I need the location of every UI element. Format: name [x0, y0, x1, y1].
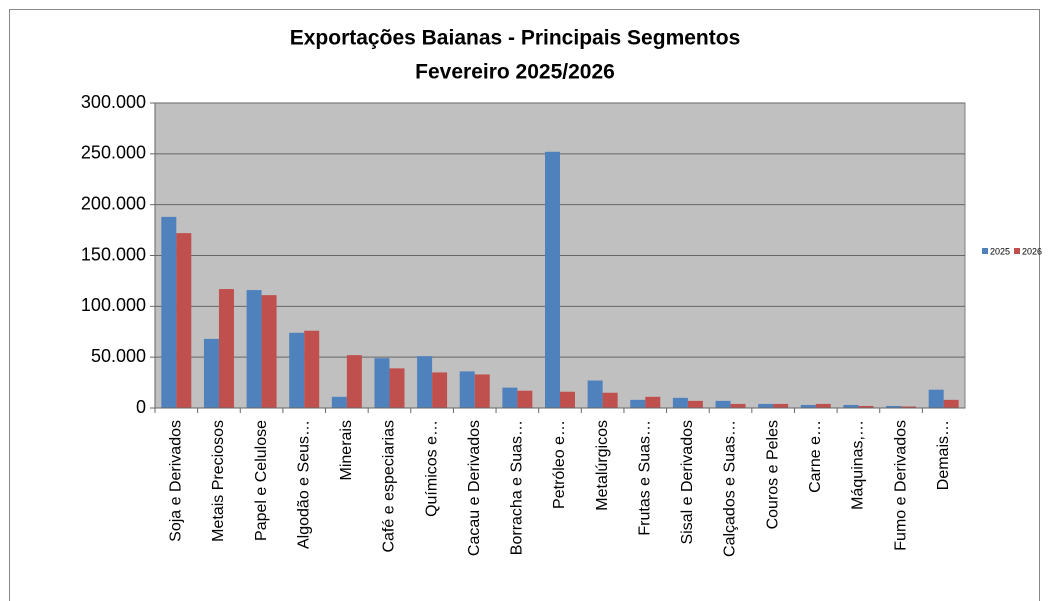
bar [858, 405, 874, 408]
x-tick-label: Fumo e Derivados [892, 420, 909, 551]
x-tick-label: Frutas e Suas… [636, 420, 653, 536]
x-tick-label: Café e especiarias [381, 420, 398, 553]
bar [545, 151, 560, 409]
y-tick-label: 250.000 [81, 143, 146, 163]
bar [687, 400, 703, 408]
bar [886, 405, 902, 408]
bar [346, 355, 362, 408]
x-tick-label: Couros e Peles [764, 420, 781, 529]
bar [502, 387, 518, 408]
x-tick-label: Petróleo e… [551, 420, 568, 509]
bar [261, 295, 277, 408]
bar [800, 404, 816, 408]
x-tick-label: Calçados e Suas… [722, 420, 739, 557]
x-tick-label: Sisal e Derivados [679, 420, 696, 545]
bar [459, 371, 475, 408]
x-tick-label: Soja e Derivados [168, 420, 185, 542]
bar [645, 396, 661, 408]
y-tick-label: 0 [136, 397, 146, 417]
bar [203, 338, 219, 408]
bar [928, 389, 944, 408]
x-tick-label: Máquinas,… [850, 420, 867, 510]
bar [602, 392, 618, 408]
bar [218, 289, 234, 408]
bar [432, 372, 448, 408]
y-tick-label: 300.000 [81, 92, 146, 112]
x-tick-label: Borracha e Suas… [509, 420, 526, 555]
legend-label: 2026 [1022, 246, 1042, 256]
bar [901, 406, 917, 408]
legend-swatch [982, 248, 988, 254]
chart-title: Exportações Baianas - Principais Segment… [290, 27, 741, 50]
bar [587, 380, 603, 408]
bar [304, 330, 320, 408]
x-tick-label: Químicos e… [423, 420, 440, 517]
bar [630, 399, 646, 408]
bar [246, 290, 262, 408]
bar [374, 358, 390, 408]
bar [417, 356, 433, 408]
x-tick-label: Metais Preciosos [210, 420, 227, 542]
bar [943, 399, 959, 408]
bar [161, 216, 177, 408]
bar [289, 332, 305, 408]
chart-subtitle: Fevereiro 2025/2026 [415, 61, 615, 84]
x-tick-label: Papel e Celulose [253, 420, 270, 541]
x-tick-label: Carne e… [807, 420, 824, 493]
x-tick-label: Demais… [935, 420, 952, 490]
bar [758, 403, 774, 408]
legend-label: 2025 [990, 246, 1010, 256]
bar [389, 368, 405, 408]
y-tick-label: 200.000 [81, 193, 146, 213]
bar [715, 400, 731, 408]
bar [815, 403, 831, 408]
bar [843, 404, 859, 408]
bar [474, 374, 490, 408]
x-tick-label: Minerais [338, 420, 355, 480]
y-tick-label: 50.000 [91, 346, 146, 366]
x-tick-label: Algodão e Seus… [295, 420, 312, 549]
bar [176, 233, 192, 408]
bar [773, 403, 789, 408]
bar [672, 397, 688, 408]
y-tick-label: 100.000 [81, 295, 146, 315]
x-tick-label: Cacau e Derivados [466, 420, 483, 556]
bar [517, 390, 533, 408]
bar [730, 403, 746, 408]
bar [331, 396, 347, 408]
legend-swatch [1014, 248, 1020, 254]
x-tick-label: Metalúrgicos [594, 420, 611, 511]
y-tick-label: 150.000 [81, 244, 146, 264]
bar [560, 391, 575, 408]
